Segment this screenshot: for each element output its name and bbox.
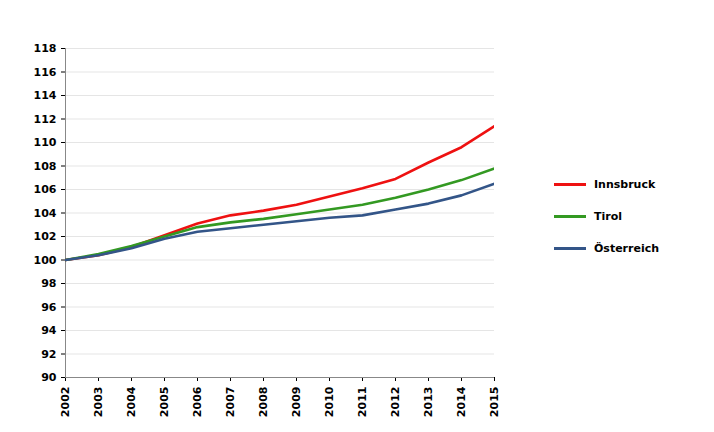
svg-text:2009: 2009: [290, 387, 303, 418]
svg-text:104: 104: [34, 207, 57, 220]
svg-text:2004: 2004: [125, 386, 138, 417]
html-text:Österreich: Österreich: [594, 241, 660, 255]
svg-text:112: 112: [34, 113, 57, 126]
svg-text:114: 114: [34, 89, 57, 102]
svg-text:110: 110: [34, 136, 57, 149]
svg-text:2006: 2006: [191, 386, 204, 417]
svg-text:2005: 2005: [158, 387, 171, 418]
svg-text:2011: 2011: [356, 387, 369, 418]
svg-text:102: 102: [34, 230, 57, 243]
svg-text:116: 116: [34, 66, 57, 79]
svg-text:98: 98: [41, 277, 56, 290]
svg-text:118: 118: [34, 42, 57, 55]
svg-text:106: 106: [34, 183, 57, 196]
svg-text:94: 94: [41, 324, 57, 337]
svg-text:2015: 2015: [488, 387, 501, 418]
svg-text:92: 92: [41, 348, 56, 361]
svg-text:2014: 2014: [455, 386, 468, 417]
svg-text:2002: 2002: [59, 387, 72, 418]
svg-text:108: 108: [34, 160, 57, 173]
html-text:Innsbruck: Innsbruck: [594, 177, 656, 191]
svg-text:2012: 2012: [389, 387, 402, 418]
svg-text:100: 100: [34, 254, 57, 267]
html-text:Tirol: Tirol: [594, 209, 622, 223]
svg-text:2003: 2003: [92, 387, 105, 418]
svg-text:2010: 2010: [323, 386, 336, 417]
svg-text:2013: 2013: [422, 387, 435, 418]
svg-text:2008: 2008: [257, 387, 270, 418]
svg-text:2007: 2007: [224, 387, 237, 418]
svg-text:96: 96: [41, 301, 57, 314]
svg-text:90: 90: [41, 371, 57, 384]
